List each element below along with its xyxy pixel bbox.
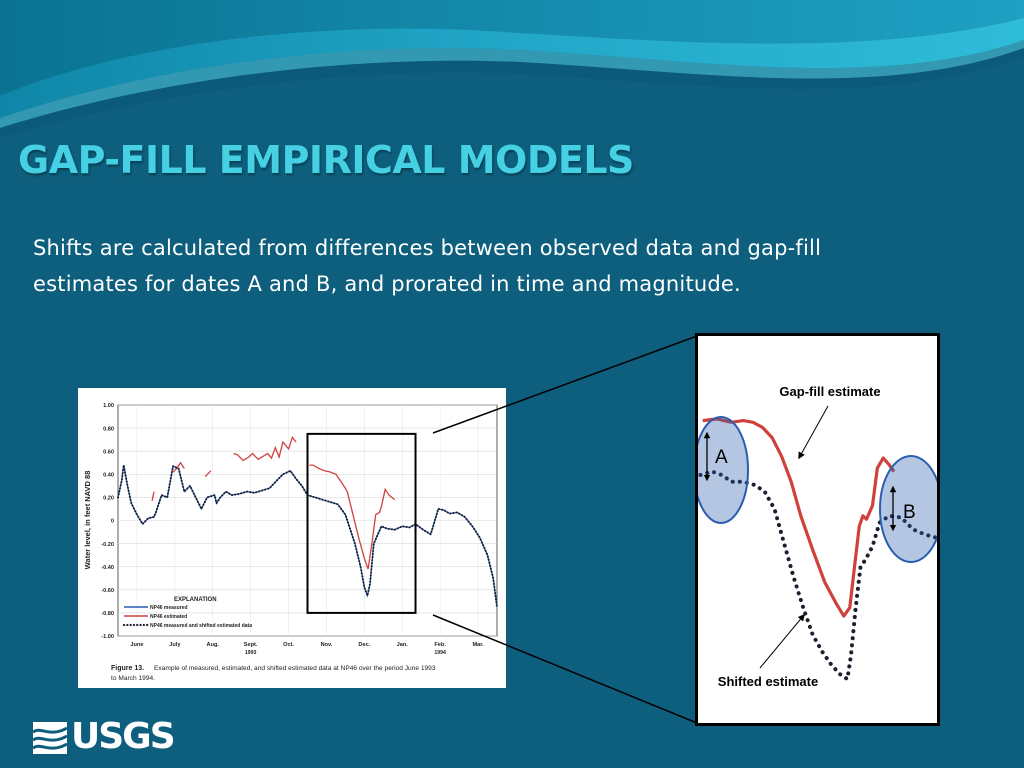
x-tick-label: Nov.	[321, 642, 333, 648]
figure-caption-text: Example of measured, estimated, and shif…	[154, 665, 436, 672]
series-estimated-segment	[172, 461, 185, 473]
marker-a-label: A	[715, 447, 728, 468]
x-tick-label: Dec.	[358, 642, 370, 648]
water-level-chart: 1.00 0.80 0.60 0.40 0.20 0 -0.20 -0.40 -0.60 -0.8…	[83, 403, 498, 682]
x-tick-label: June	[130, 642, 143, 648]
series-estimated-segment	[233, 435, 297, 462]
y-tick-label: 0.20	[103, 496, 114, 502]
x-tick-year-label: 1993	[245, 650, 257, 656]
y-tick-label: 0.40	[103, 473, 114, 479]
legend-entry-measured: NP46 measured	[150, 605, 188, 611]
marker-b-ellipse	[879, 455, 937, 563]
marker-a-ellipse	[698, 416, 749, 524]
series-estimated-segment	[151, 491, 155, 502]
x-tick-label: Mar.	[472, 642, 484, 648]
legend-title: EXPLANATION	[174, 597, 217, 603]
chart-legend: EXPLANATION NP46 measured NP46 estimated…	[122, 597, 252, 629]
x-tick-year-label: 1994	[434, 650, 446, 656]
y-axis-label: Water level, in feet NAVD 88	[83, 471, 92, 570]
zoom-gap-fill-estimate-line	[702, 417, 896, 618]
y-tick-label: 0.60	[103, 449, 114, 455]
y-tick-label: -1.00	[101, 634, 114, 640]
y-tick-label: -0.20	[101, 542, 114, 548]
usgs-wave-mark-icon	[33, 722, 67, 754]
y-tick-label: -0.60	[101, 588, 114, 594]
y-tick-label: 0	[111, 519, 114, 525]
legend-entry-estimated: NP46 estimated	[150, 614, 187, 620]
zoom-inset-panel: A B Gap-fill estimate Shifted estimate	[695, 333, 940, 726]
y-tick-label: -0.40	[101, 565, 114, 571]
series-estimated-segment	[204, 470, 212, 478]
gap-fill-pointer	[798, 405, 829, 460]
slide-subtitle: Shifts are calculated from differences b…	[33, 236, 822, 296]
zoom-selection-box	[306, 432, 417, 614]
x-tick-label: Feb.	[434, 642, 446, 648]
header-wave-decoration	[0, 0, 1024, 140]
shifted-pointer	[759, 613, 805, 669]
figure-caption-text-line2: to March 1994.	[111, 675, 155, 682]
usgs-logo: USGS	[33, 716, 176, 758]
x-tick-label: Oct.	[283, 642, 294, 648]
legend-entry-shifted: NP46 measured and shifted estimated data	[150, 623, 252, 629]
y-tick-label: -0.80	[101, 611, 114, 617]
gap-fill-estimate-label: Gap-fill estimate	[779, 384, 880, 399]
marker-b-label: B	[903, 502, 916, 523]
zoom-inset-chart: A B Gap-fill estimate Shifted estimate	[698, 384, 937, 689]
usgs-wordmark: USGS	[71, 716, 176, 757]
x-tick-label: Jan.	[397, 642, 409, 648]
figure-caption-label: Figure 13.	[111, 665, 144, 672]
x-tick-label: Aug.	[207, 642, 220, 648]
y-tick-label: 0.80	[103, 426, 114, 432]
x-tick-label: July	[169, 642, 181, 648]
series-estimated-segment	[309, 464, 396, 570]
x-tick-label: Sept.	[244, 642, 258, 648]
figure-13-chart-panel: 1.00 0.80 0.60 0.40 0.20 0 -0.20 -0.40 -0.60 -0.8…	[78, 388, 506, 688]
slide-title: GAP-FILL EMPIRICAL MODELS	[18, 138, 634, 182]
shifted-estimate-label: Shifted estimate	[718, 674, 818, 689]
series-shifted-dotted-line	[117, 464, 498, 609]
y-tick-label: 1.00	[103, 403, 114, 409]
